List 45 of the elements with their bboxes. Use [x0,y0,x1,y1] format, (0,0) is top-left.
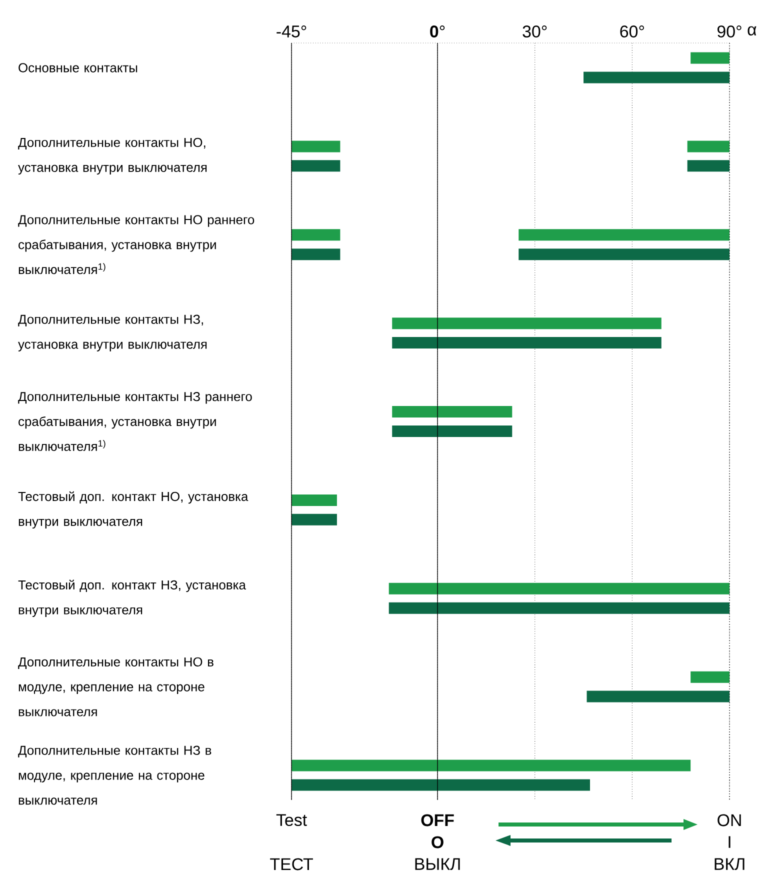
x-tick-label: 90° [718,25,742,38]
x-tick-label: 30° [522,25,547,38]
bar [389,602,730,614]
y-tick-label: Дополнительные контакты НО, установка внутри выключателя [18,138,207,175]
ref-line-label: ON [718,814,742,826]
text: ВКЛ [715,858,745,870]
ref-line-label: OFF [422,814,454,826]
bar [389,582,730,594]
bar [518,229,730,241]
bar [584,72,730,84]
bar [518,248,730,260]
bar [690,52,730,64]
bar [292,494,338,506]
bar [587,690,730,702]
bar [688,160,730,172]
y-tick-label: Дополнительные контакты НЗ в модуле, крепление на стороне выключателя [18,746,212,805]
x-tick-label: 60° [620,25,644,38]
bar [292,140,340,152]
x-tick-label: -45° [276,25,306,38]
bar [292,160,340,172]
bar [292,514,338,526]
ref-line-label: Test [276,814,308,826]
bar [690,671,730,683]
y-tick-label: Дополнительные контакты НО раннего срабатывания, установка внутри выключателя$^{1)}$ [18,215,254,274]
text: O [432,836,444,848]
bar [392,406,512,418]
y-tick-label: Основные контакты [18,63,138,72]
bar [292,779,590,791]
bar [392,425,512,437]
y-tick-label: Тестовый доп. контакт НЗ, установка внутри выключателя [18,580,246,617]
bar [688,140,730,152]
x-axis-title: α [748,26,757,36]
bar [392,318,662,330]
bar [292,248,340,260]
bar [392,337,662,349]
text: ВЫКЛ [416,858,460,870]
y-tick-label: Дополнительные контакты НЗ раннего срабатывания, установка внутри выключателя$^{1)}$ [18,392,252,451]
text: I [728,836,731,848]
y-tick-label: Тестовый доп. контакт НО, установка внутри выключателя [18,491,248,529]
bar [292,229,340,241]
x-tick-label: 0° [430,25,445,38]
bar [292,760,691,772]
y-tick-label: Дополнительные контакты НО в модуле, крепление на стороне выключателя [18,657,214,716]
y-tick-label: Дополнительные контакты НЗ, установка внутри выключателя [18,314,207,352]
text: ТЕСТ [270,858,314,870]
